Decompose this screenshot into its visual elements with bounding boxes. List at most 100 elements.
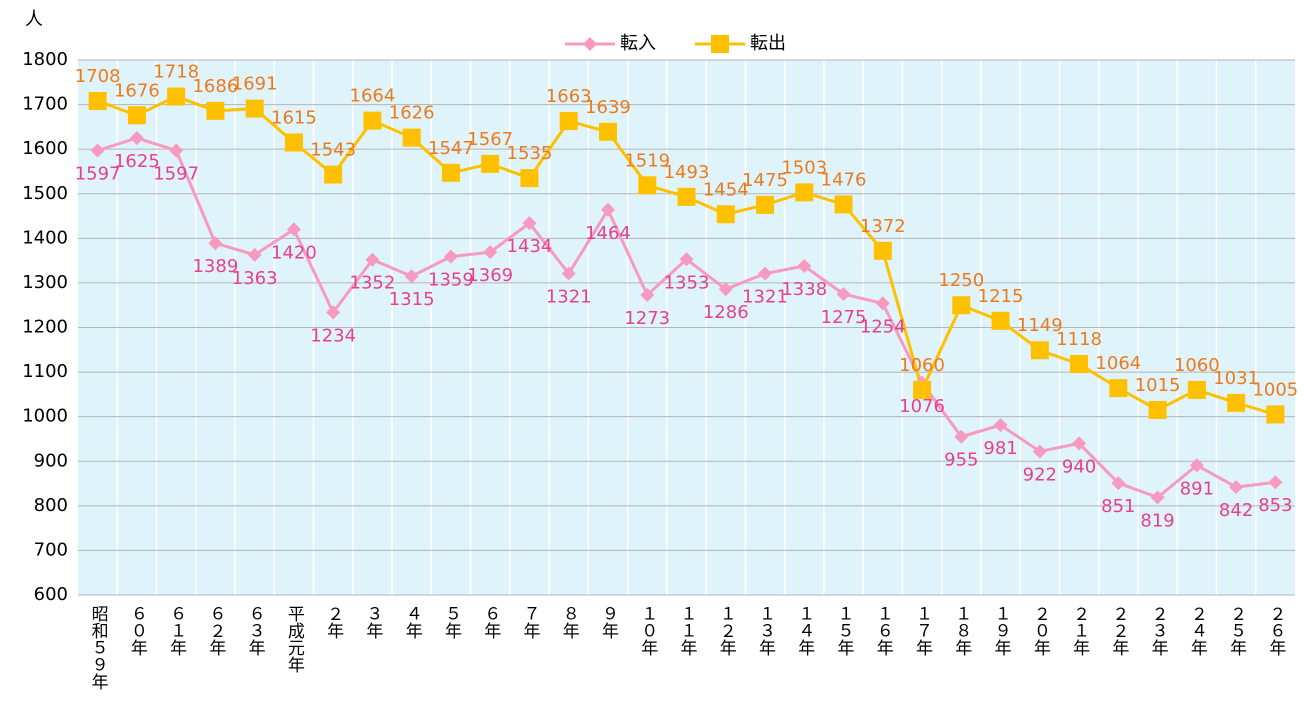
x-tick-label: １７年 (912, 605, 933, 656)
x-tick-label: ２２年 (1108, 605, 1129, 656)
marker (1030, 341, 1049, 360)
data-label: 1547 (428, 138, 474, 159)
marker (1032, 444, 1047, 459)
marker (1148, 400, 1167, 419)
x-tick-label: ４年 (402, 605, 423, 639)
data-label: 1686 (192, 76, 238, 97)
data-label: 1676 (114, 80, 160, 101)
data-label: 1286 (703, 302, 749, 323)
x-tick-label: １３年 (755, 605, 776, 656)
marker (127, 106, 146, 125)
marker (598, 122, 617, 141)
data-label: 1476 (821, 169, 867, 190)
data-label: 1064 (1095, 353, 1141, 374)
marker (640, 287, 655, 302)
x-tick-label: ２４年 (1187, 605, 1208, 656)
x-tick-label: １１年 (677, 605, 698, 656)
marker (129, 131, 144, 146)
data-label: 1254 (860, 316, 906, 337)
data-label: 1718 (153, 62, 199, 83)
y-tick-label: 1400 (22, 227, 68, 248)
data-label: 1273 (624, 308, 670, 329)
data-label: 1149 (1017, 315, 1063, 336)
marker (795, 183, 814, 202)
data-label: 1005 (1252, 379, 1298, 400)
data-label: 1639 (585, 97, 631, 118)
marker (600, 202, 615, 217)
marker (326, 305, 341, 320)
marker (583, 37, 597, 51)
data-label: 1663 (546, 86, 592, 107)
data-label: 1464 (585, 223, 631, 244)
y-tick-label: 1700 (22, 94, 68, 115)
data-label: 1475 (742, 170, 788, 191)
data-label: 1338 (781, 279, 827, 300)
marker (638, 176, 657, 195)
marker (561, 266, 576, 281)
y-tick-label: 1000 (22, 406, 68, 427)
y-tick-label: 900 (34, 450, 68, 471)
data-label: 1215 (978, 286, 1024, 307)
x-tick-label: ２年 (323, 605, 344, 639)
data-label: 1372 (860, 216, 906, 237)
y-tick-label: 700 (34, 539, 68, 560)
marker (1070, 355, 1089, 374)
marker (954, 429, 969, 444)
marker (559, 112, 578, 131)
data-label: 1626 (389, 103, 435, 124)
y-tick-label: 1800 (22, 49, 68, 70)
marker (88, 92, 107, 111)
data-label: 1434 (507, 236, 553, 257)
marker (836, 287, 851, 302)
marker (756, 195, 775, 214)
y-axis-title: 人 (25, 9, 43, 30)
marker (443, 249, 458, 264)
data-label: 1359 (428, 270, 474, 291)
x-tick-label: ６年 (480, 605, 501, 639)
marker (363, 111, 382, 130)
legend-label: 転出 (750, 33, 786, 54)
marker (1072, 436, 1087, 451)
x-tick-label: ７年 (519, 605, 540, 639)
data-label: 1015 (1135, 375, 1181, 396)
x-tick-label: １８年 (951, 605, 972, 656)
data-label: 1076 (899, 396, 945, 417)
x-tick-label: ８年 (559, 605, 580, 639)
marker (1111, 476, 1126, 491)
x-tick-label: ２３年 (1148, 605, 1169, 656)
x-tick-label: ６１年 (166, 605, 187, 656)
y-tick-label: 1200 (22, 317, 68, 338)
marker (522, 216, 537, 231)
y-tick-label: 1300 (22, 272, 68, 293)
data-label: 842 (1219, 500, 1253, 521)
marker (441, 163, 460, 182)
data-label: 891 (1180, 478, 1214, 499)
marker (247, 247, 262, 262)
marker (365, 252, 380, 267)
marker (1189, 458, 1204, 473)
marker (952, 296, 971, 315)
marker (169, 143, 184, 158)
marker (679, 252, 694, 267)
data-label: 1567 (467, 129, 513, 150)
marker (711, 35, 729, 53)
data-label: 1543 (310, 140, 356, 161)
x-tick-label: ６３年 (245, 605, 266, 656)
marker (1227, 393, 1246, 412)
data-label: 1250 (938, 270, 984, 291)
data-label: 1315 (389, 289, 435, 310)
marker (993, 418, 1008, 433)
marker (1266, 405, 1285, 424)
data-label: 819 (1140, 510, 1174, 531)
x-tick-label: ５年 (441, 605, 462, 639)
marker (167, 87, 186, 106)
data-label: 851 (1101, 496, 1135, 517)
data-label: 981 (983, 438, 1017, 459)
x-tick-label: ９年 (598, 605, 619, 639)
data-label: 1060 (899, 355, 945, 376)
x-tick-label: １２年 (716, 605, 737, 656)
data-label: 940 (1062, 456, 1096, 477)
data-label: 1352 (350, 273, 396, 294)
marker (913, 380, 932, 399)
